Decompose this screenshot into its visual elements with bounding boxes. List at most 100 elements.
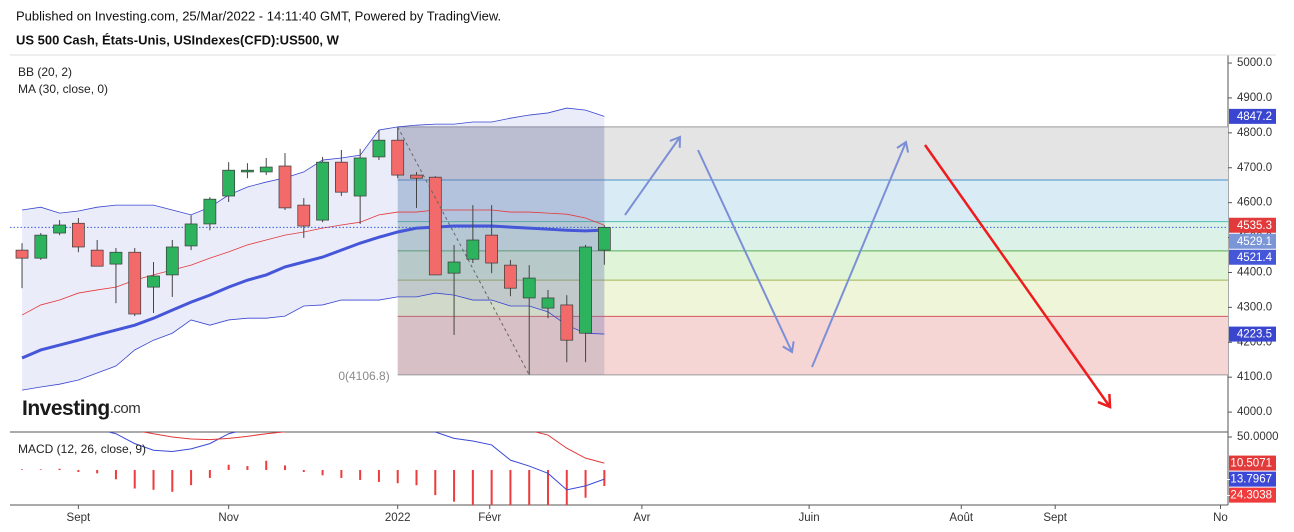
macd-histogram-bar [133, 470, 136, 489]
y-tick-label: 4700.0 [1237, 162, 1272, 174]
candle-body [72, 222, 85, 248]
projection-arrow [697, 149, 795, 354]
last-value-label: -13.7967 [1227, 474, 1272, 486]
candle-body [109, 251, 123, 265]
macd-histogram-bar [340, 470, 343, 478]
y-tick-label: 4800.0 [1237, 127, 1272, 139]
macd-histogram-bar [528, 470, 531, 505]
candle-body [15, 249, 29, 259]
candle-body [147, 275, 160, 288]
candle-body [522, 277, 536, 299]
last-value-box [1229, 455, 1276, 471]
x-tick-label: Nov [218, 512, 239, 524]
last-value-label: 4535.3 [1237, 220, 1272, 232]
legend-bb: BB (20, 2) [18, 65, 72, 79]
y-tick-label: 4400.0 [1237, 267, 1272, 279]
last-value-box [1229, 487, 1276, 503]
x-tick-label: Sept [1043, 512, 1067, 524]
y-tick-label: 4300.0 [1237, 301, 1272, 313]
fib-label: 0(4106.8) [338, 369, 389, 383]
macd-legend: MACD (12, 26, close, 9) [18, 442, 146, 456]
last-value-box [1229, 217, 1276, 233]
bb-middle [21, 209, 605, 316]
x-tick-label: Avr [633, 512, 650, 524]
candle-body [372, 139, 386, 158]
macd-histogram-bar [265, 460, 268, 471]
macd-line [106, 432, 605, 491]
macd-histogram-bar [21, 469, 24, 471]
macd-histogram-bar [152, 470, 155, 490]
last-value-label: 4521.4 [1237, 252, 1273, 264]
last-value-label: 4223.5 [1237, 329, 1272, 341]
macd-histogram-bar [284, 465, 287, 471]
macd-histogram-bar [434, 470, 437, 496]
symbol-title: US 500 Cash, États-Unis, USIndexes(CFD):… [16, 32, 340, 47]
macd-histogram-bar [377, 470, 380, 482]
candle-body [259, 166, 273, 173]
legend-ma: MA (30, close, 0) [18, 82, 108, 96]
macd-histogram-bar [565, 470, 568, 505]
logo: Investing.com [22, 397, 140, 420]
x-tick-label: No [1213, 512, 1228, 524]
macd-histogram-bar [546, 470, 549, 505]
trend-line [397, 126, 530, 376]
macd-histogram-bar [603, 470, 606, 487]
candle-body [184, 223, 198, 247]
macd-histogram-bar [359, 470, 362, 480]
projection-drawings [624, 135, 1110, 407]
y-tick-label: 4100.0 [1237, 371, 1272, 383]
candle-body [541, 297, 555, 309]
macd-histogram-bar [190, 470, 193, 486]
logo-suffix: .com [110, 400, 141, 417]
logo-name: Investing [22, 397, 110, 420]
macd-histogram-bar [471, 470, 474, 505]
last-value-label: -24.3038 [1227, 490, 1272, 502]
candle-body [504, 264, 517, 289]
macd-histogram-bar [584, 470, 587, 498]
candle-body [90, 249, 104, 267]
last-value-box [1229, 108, 1276, 124]
macd-histogram-bar [453, 470, 456, 502]
last-value-box [1229, 233, 1276, 249]
fib-zone [397, 126, 1228, 180]
candle-body [579, 246, 592, 334]
last-value-label: 10.5071 [1230, 458, 1272, 470]
overlay-layer: 0(4106.8)4000.04100.04200.04300.04400.04… [67, 57, 1279, 524]
macd-histogram-bar [246, 466, 249, 471]
x-tick-label: 2022 [385, 512, 411, 524]
candle-body [560, 304, 574, 341]
macd-histogram-bar [509, 470, 512, 505]
fib-zone [397, 179, 1228, 222]
candle-body [485, 234, 499, 264]
macd-histogram-bar [77, 470, 80, 472]
last-value-label: 4847.2 [1237, 111, 1272, 123]
last-value-box [1229, 249, 1276, 265]
y-tick-label: 5000.0 [1237, 57, 1272, 69]
macd-histogram-bar [58, 468, 61, 471]
macd-histogram-bar [39, 469, 42, 471]
published-note: Published on Investing.com, 25/Mar/2022 … [16, 8, 501, 23]
candle-body [353, 157, 367, 197]
last-value-box [1229, 326, 1276, 342]
x-tick-label: Août [949, 512, 973, 524]
macd-histogram-bar [96, 470, 99, 474]
candle-body [335, 161, 348, 193]
candle-body [316, 161, 329, 221]
projection-arrow [811, 140, 910, 368]
price-pane [10, 107, 1228, 391]
candle-body [597, 227, 611, 251]
candle-body [165, 246, 179, 276]
macd-pane [21, 432, 606, 505]
candle-body [241, 169, 254, 173]
bb-lower [21, 292, 605, 391]
x-tick-label: Sept [67, 512, 91, 524]
candle-body [34, 234, 48, 259]
y-tick-label: 4900.0 [1237, 92, 1272, 104]
y-tick-label: 4600.0 [1237, 197, 1272, 209]
candle-body [391, 139, 405, 176]
candle-body [428, 176, 442, 276]
candle-body [222, 169, 236, 197]
y-tick-label: 4000.0 [1237, 406, 1272, 418]
candle-body [203, 198, 217, 225]
candle-body [466, 239, 480, 260]
